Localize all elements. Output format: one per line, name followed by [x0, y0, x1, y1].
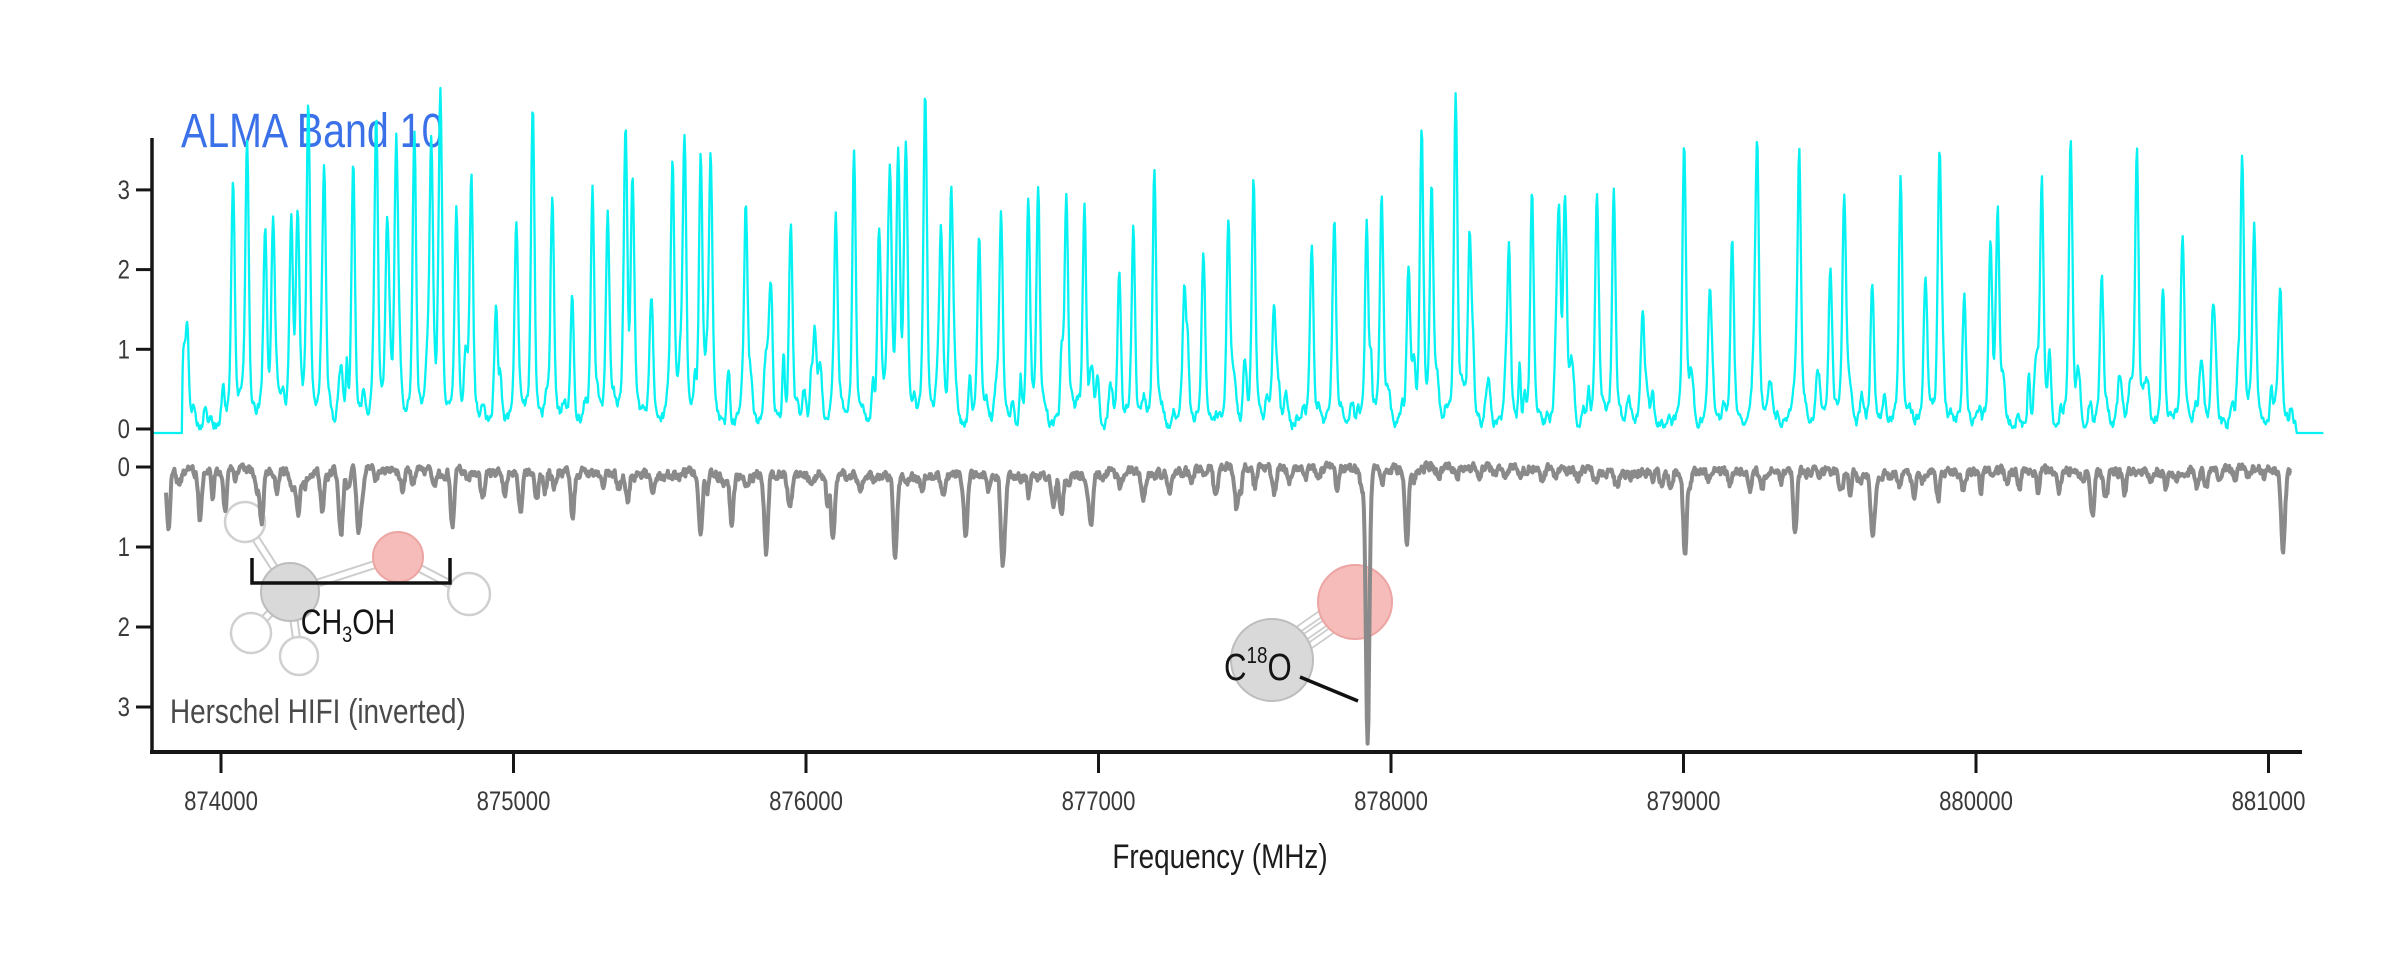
- y-axis-lower-ticks: 0 1 2 3: [118, 453, 152, 723]
- c18o-molecule: C18O: [1224, 564, 1393, 703]
- herschel-spectrum-path: [164, 460, 2293, 746]
- oxygen-atom: [372, 531, 424, 583]
- x-axis-label-group: Frequency (MHz): [1112, 837, 1327, 875]
- herschel-caption-group: Herschel HIFI (inverted): [170, 692, 466, 730]
- oxygen-atom: [1317, 564, 1393, 640]
- ch3oh-label-group: CH3OH: [301, 602, 396, 647]
- c18o-label-group: C18O: [1224, 643, 1292, 688]
- y-tick-label-upper: 0: [118, 415, 130, 445]
- x-axis-label: Frequency (MHz): [1112, 837, 1327, 875]
- hydrogen-atom: [278, 635, 320, 677]
- y-tick-label-lower: 1: [118, 533, 130, 563]
- x-tick-label: 874000: [184, 787, 258, 817]
- carbon-atom: [1230, 618, 1314, 702]
- hydrogen-atom: [223, 500, 267, 544]
- x-tick-label: 879000: [1647, 787, 1721, 817]
- herschel-caption: Herschel HIFI (inverted): [170, 692, 466, 730]
- y-tick-label-upper: 2: [118, 256, 130, 286]
- annotations: CH3OH Herschel HIFI (inverted): [170, 558, 466, 731]
- x-tick-label: 880000: [1939, 787, 2013, 817]
- y-tick-label-lower: 2: [118, 613, 130, 643]
- alma-spectrum-path: [150, 86, 2324, 435]
- hydrogen-atom: [446, 571, 492, 617]
- y-axis-upper-ticks: 3 2 1 0: [118, 176, 152, 445]
- ch3oh-bracket: [250, 558, 452, 585]
- y-tick-label-upper: 1: [118, 335, 130, 365]
- x-tick-label: 875000: [477, 787, 551, 817]
- x-tick-label: 877000: [1062, 787, 1136, 817]
- c18o-label: C18O: [1224, 643, 1292, 688]
- carbon-atom: [260, 562, 320, 622]
- x-tick-label: 881000: [2232, 787, 2306, 817]
- y-tick-label-lower: 3: [118, 693, 130, 723]
- chart-title: ALMA Band 10: [181, 104, 443, 158]
- x-tick-label: 876000: [769, 787, 843, 817]
- y-tick-label-lower: 0: [118, 453, 130, 483]
- methanol-molecule: [223, 500, 492, 677]
- ch3oh-label: CH3OH: [301, 602, 396, 647]
- axes: 3 2 1 0 0 1 2 3 874000 875000 876000 877000 878000…: [118, 138, 2305, 817]
- hydrogen-atom: [229, 611, 273, 655]
- x-axis-ticks: 874000 875000 876000 877000 878000 879000 8800…: [184, 752, 2305, 817]
- c18o-pointer-line: [1299, 675, 1359, 703]
- y-tick-label-upper: 3: [118, 176, 130, 206]
- x-tick-label: 878000: [1354, 787, 1428, 817]
- chart-title-group: ALMA Band 10: [181, 104, 443, 158]
